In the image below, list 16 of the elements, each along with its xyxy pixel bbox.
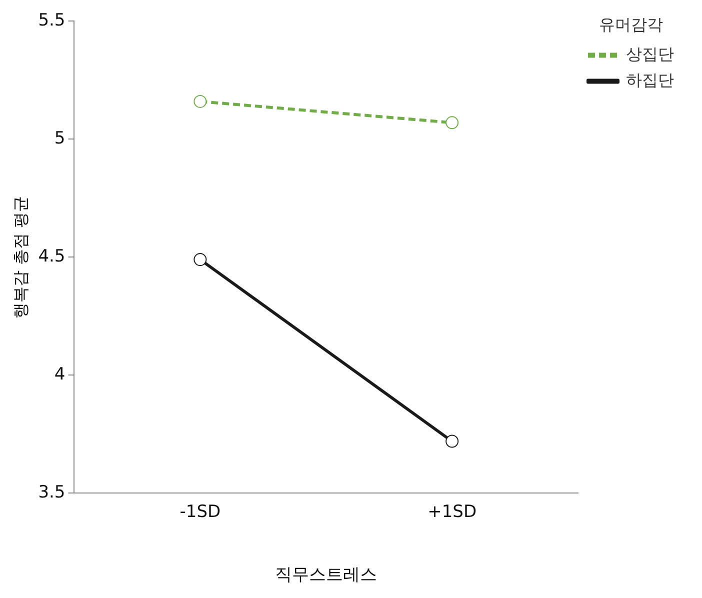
x-tick-label: -1SD (180, 502, 221, 522)
point (446, 116, 459, 130)
x-tick-label: +1SD (428, 502, 477, 522)
point (194, 253, 207, 266)
legend-title: 유머감각 (599, 15, 663, 34)
y-tick-label: 4 (54, 364, 66, 385)
y-axis-title: 행복감 총점 평균 (10, 196, 30, 318)
legend-label: 하집단 (626, 70, 674, 90)
y-tick-label: 5 (54, 128, 66, 149)
point (194, 94, 207, 108)
x-axis-title: 직무스트레스 (275, 565, 378, 586)
y-tick-label: 3.5 (38, 482, 66, 503)
legend-label: 상집단 (626, 44, 674, 64)
point (446, 434, 459, 448)
y-tick-label: 4.5 (38, 246, 66, 267)
y-tick-label: 5.5 (38, 10, 66, 31)
